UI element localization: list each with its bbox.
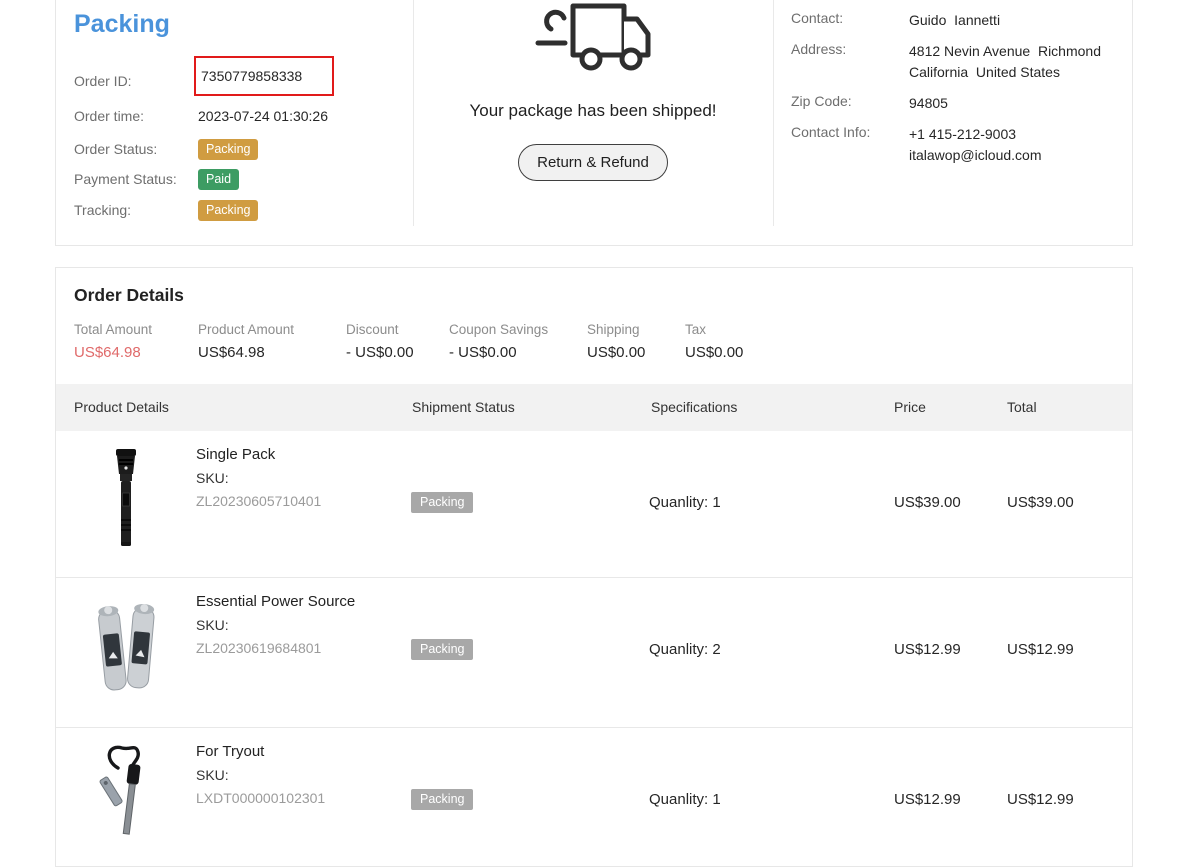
tracking-label: Tracking: [74, 202, 132, 218]
price-value: US$12.99 [894, 791, 961, 808]
order-id-label: Order ID: [74, 73, 132, 89]
product-name: Essential Power Source [196, 593, 356, 610]
sku-value: LXDT000000102301 [196, 790, 326, 806]
contact-label: Contact: [791, 10, 844, 26]
flashlight-product-image [96, 447, 156, 553]
col-total: Total [1007, 399, 1037, 415]
payment-status-badge: Paid [198, 169, 240, 190]
table-row: Single Pack SKU: ZL20230605710401 Packin… [56, 431, 1132, 578]
quantity-value: Quanlity: 1 [649, 494, 721, 511]
total-value: US$39.00 [1007, 494, 1074, 511]
phone-value: +1 415-212-9003 [909, 126, 1017, 142]
summary-discount: Discount - US$0.00 [346, 322, 414, 361]
order-time-label: Order time: [74, 108, 145, 124]
zip-code-value: 94805 [909, 95, 948, 111]
truck-icon [528, 2, 658, 84]
return-refund-button[interactable]: Return & Refund [518, 144, 668, 181]
shipment-status-badge: Packing [411, 492, 474, 513]
col-product-details: Product Details [74, 399, 169, 415]
page-title: Packing [74, 10, 170, 38]
price-value: US$39.00 [894, 494, 961, 511]
col-shipment-status: Shipment Status [412, 399, 515, 415]
shipment-message: Your package has been shipped! [469, 101, 717, 120]
summary-coupon-savings: Coupon Savings - US$0.00 [449, 322, 549, 361]
product-name: For Tryout [196, 743, 265, 760]
total-value: US$12.99 [1007, 791, 1074, 808]
quantity-value: Quanlity: 1 [649, 791, 721, 808]
total-value: US$12.99 [1007, 641, 1074, 658]
sku-label: SKU: [196, 617, 229, 633]
sku-label: SKU: [196, 767, 229, 783]
order-time-value: 2023-07-24 01:30:26 [198, 108, 328, 124]
shipment-status-badge: Packing [411, 789, 474, 810]
col-specifications: Specifications [651, 399, 738, 415]
product-name: Single Pack [196, 446, 276, 463]
summary-total-amount: Total Amount US$64.98 [74, 322, 153, 361]
order-id-highlight-box: 7350779858338 [194, 56, 334, 96]
contact-name: Guido Iannetti [909, 12, 1001, 28]
total-amount-value: US$64.98 [74, 344, 141, 361]
zip-code-label: Zip Code: [791, 93, 852, 109]
quantity-value: Quanlity: 2 [649, 641, 721, 658]
fire-starter-product-image [96, 740, 156, 838]
sku-value: ZL20230605710401 [196, 493, 322, 509]
product-table-body: Single Pack SKU: ZL20230605710401 Packin… [56, 431, 1132, 868]
sku-label: SKU: [196, 470, 229, 486]
panel-divider [413, 0, 414, 226]
summary-tax: Tax US$0.00 [685, 322, 744, 361]
contact-info-label: Contact Info: [791, 124, 871, 140]
product-table-header: Product Details Shipment Status Specific… [56, 384, 1132, 431]
summary-shipping: Shipping US$0.00 [587, 322, 646, 361]
summary-product-amount: Product Amount US$64.98 [198, 322, 295, 361]
order-status-badge: Packing [198, 139, 259, 160]
payment-status-label: Payment Status: [74, 171, 177, 187]
price-value: US$12.99 [894, 641, 961, 658]
table-row: Essential Power Source SKU: ZL2023061968… [56, 578, 1132, 728]
col-price: Price [894, 399, 926, 415]
table-row: For Tryout SKU: LXDT000000102301 Packing… [56, 728, 1132, 868]
address-label: Address: [791, 41, 847, 57]
address-line-2: California United States [909, 64, 1060, 80]
shipment-status-badge: Packing [411, 639, 474, 660]
order-status-label: Order Status: [74, 141, 158, 157]
order-summary-card: Packing Order ID: 7350779858338 Order ti… [55, 0, 1133, 246]
sku-value: ZL20230619684801 [196, 640, 322, 656]
email-value: italawop@icloud.com [909, 147, 1042, 163]
order-id-value: 7350779858338 [201, 68, 303, 84]
panel-divider [773, 0, 774, 226]
order-details-card: Order Details Total Amount US$64.98 Prod… [55, 267, 1133, 867]
order-details-title: Order Details [74, 285, 184, 305]
batteries-product-image [96, 596, 156, 702]
tracking-badge: Packing [198, 200, 259, 221]
address-line-1: 4812 Nevin Avenue Richmond [909, 43, 1101, 59]
